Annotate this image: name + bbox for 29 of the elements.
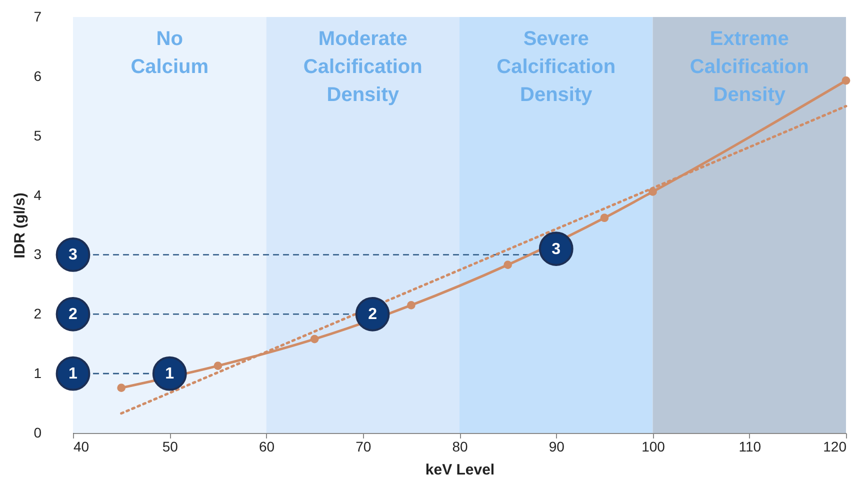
x-axis-title: keV Level	[425, 462, 495, 478]
y-tick-label: 2	[34, 306, 42, 322]
y-tick-label: 0	[34, 424, 42, 440]
band-label: Severe Calcification Density	[496, 28, 616, 106]
ref-line-label: 2	[68, 306, 78, 324]
x-tick-label: 60	[258, 438, 275, 454]
y-tick-label: 5	[34, 127, 42, 144]
y-tick-label: 4	[34, 186, 42, 203]
y-tick-label: 6	[34, 68, 42, 84]
y-axis-title: IDR (gl/s)	[12, 192, 29, 258]
y-tick-label: 1	[34, 365, 42, 382]
x-tick-label: 50	[162, 438, 178, 454]
x-tick-label: 110	[738, 438, 762, 454]
band-label: Extreme Calcification Density	[690, 28, 809, 106]
band-label: No Calcium	[130, 28, 209, 78]
ref-line-label: 3	[68, 246, 78, 264]
x-tick-label: 40	[74, 438, 90, 454]
x-tick-label: 100	[642, 438, 666, 454]
annotation: 1	[165, 366, 174, 383]
x-tick-label: 90	[548, 438, 565, 454]
ref-line-label: 1	[68, 366, 78, 383]
x-tick-label: 80	[452, 438, 468, 454]
y-tick-label: 7	[34, 8, 42, 24]
band-label: Moderate Calcification Density	[303, 28, 422, 106]
x-tick-label: 120	[823, 438, 847, 454]
annotation: 2	[368, 306, 378, 324]
annotation: 3	[552, 240, 561, 258]
y-tick-label: 3	[34, 246, 42, 262]
x-tick-label: 70	[356, 438, 372, 454]
